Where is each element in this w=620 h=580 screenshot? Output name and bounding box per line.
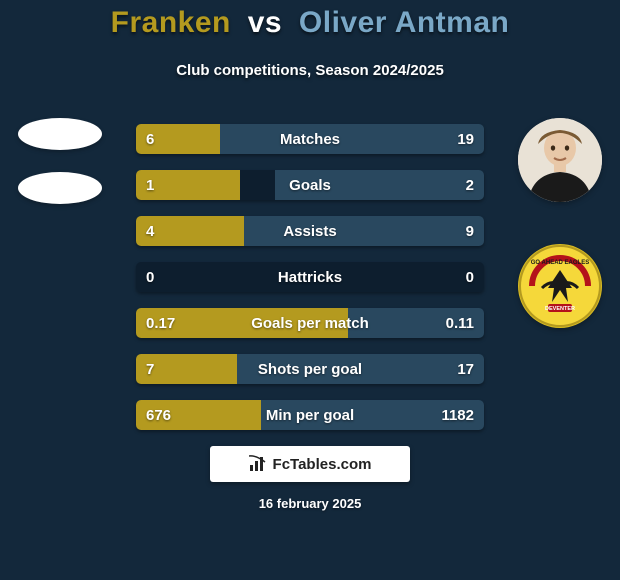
player-avatar-left [18, 118, 102, 150]
stat-row: 6761182Min per goal [136, 400, 484, 430]
stat-fill-right [220, 124, 484, 154]
page-title: Franken vs Oliver Antman [0, 6, 620, 40]
crest-slot-left [18, 172, 102, 204]
stat-row: 00Hattricks [136, 262, 484, 292]
stat-fill-left [136, 124, 220, 154]
brand-text: FcTables.com [273, 456, 372, 473]
stat-track [136, 262, 484, 292]
stat-fill-right [244, 216, 484, 246]
person-icon [518, 118, 602, 202]
stat-fill-left [136, 308, 348, 338]
svg-text:GO AHEAD EAGLES: GO AHEAD EAGLES [531, 260, 589, 266]
title-vs: vs [248, 6, 282, 39]
eagle-crest-icon: GO AHEAD EAGLES DEVENTER [518, 244, 602, 328]
stat-fill-left [136, 354, 237, 384]
stat-fill-right [348, 308, 484, 338]
avatar-slot-right [518, 118, 602, 202]
stat-fill-right [275, 170, 484, 200]
brand-badge: FcTables.com [210, 446, 410, 482]
stat-fill-right [261, 400, 484, 430]
stat-row: 717Shots per goal [136, 354, 484, 384]
bar-chart-icon [249, 455, 267, 473]
svg-text:DEVENTER: DEVENTER [545, 306, 575, 312]
player-avatar-right [518, 118, 602, 202]
stat-fill-right [237, 354, 484, 384]
comparison-card: Franken vs Oliver Antman Club competitio… [0, 0, 620, 580]
stat-row: 12Goals [136, 170, 484, 200]
stat-row: 0.170.11Goals per match [136, 308, 484, 338]
crest-slot-right: GO AHEAD EAGLES DEVENTER [518, 244, 602, 328]
stat-fill-left [136, 400, 261, 430]
title-player-left: Franken [111, 6, 231, 39]
club-crest-right: GO AHEAD EAGLES DEVENTER [518, 244, 602, 328]
title-player-right: Oliver Antman [299, 6, 509, 39]
stat-fill-left [136, 216, 244, 246]
stat-fill-left [136, 170, 240, 200]
avatar-slot-left [18, 118, 102, 150]
stat-row: 619Matches [136, 124, 484, 154]
stat-rows: 619Matches 12Goals 49Assists 00Hattricks 0.1… [136, 124, 484, 446]
footer-date: 16 february 2025 [0, 496, 620, 511]
club-crest-left [18, 172, 102, 204]
stat-row: 49Assists [136, 216, 484, 246]
subtitle: Club competitions, Season 2024/2025 [0, 62, 620, 79]
